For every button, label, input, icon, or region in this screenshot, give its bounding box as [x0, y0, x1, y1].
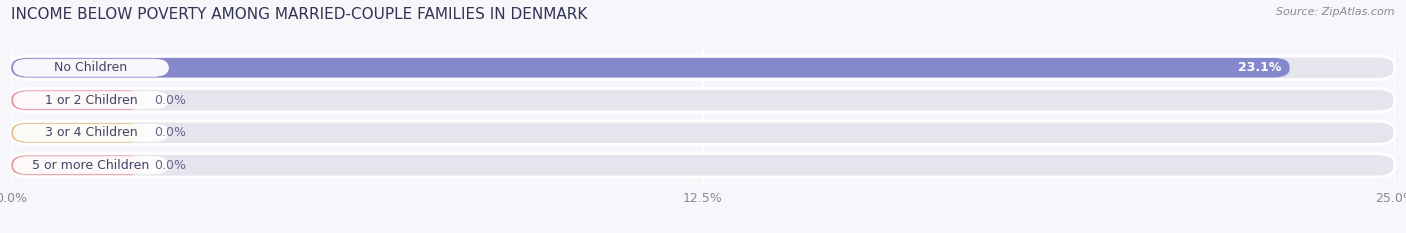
Text: 0.0%: 0.0%	[155, 94, 186, 107]
FancyBboxPatch shape	[11, 89, 1395, 112]
Text: 3 or 4 Children: 3 or 4 Children	[45, 126, 138, 139]
Text: 0.0%: 0.0%	[155, 126, 186, 139]
FancyBboxPatch shape	[14, 59, 169, 76]
Text: 1 or 2 Children: 1 or 2 Children	[45, 94, 138, 107]
FancyBboxPatch shape	[11, 58, 1289, 78]
FancyBboxPatch shape	[14, 157, 169, 174]
Text: Source: ZipAtlas.com: Source: ZipAtlas.com	[1277, 7, 1395, 17]
Text: INCOME BELOW POVERTY AMONG MARRIED-COUPLE FAMILIES IN DENMARK: INCOME BELOW POVERTY AMONG MARRIED-COUPL…	[11, 7, 588, 22]
Text: 5 or more Children: 5 or more Children	[32, 159, 149, 172]
FancyBboxPatch shape	[14, 124, 169, 141]
FancyBboxPatch shape	[11, 123, 143, 143]
FancyBboxPatch shape	[11, 154, 1395, 177]
Text: No Children: No Children	[55, 61, 128, 74]
FancyBboxPatch shape	[11, 121, 1395, 144]
FancyBboxPatch shape	[11, 90, 143, 110]
FancyBboxPatch shape	[11, 155, 143, 175]
FancyBboxPatch shape	[14, 92, 169, 109]
Text: 23.1%: 23.1%	[1237, 61, 1281, 74]
FancyBboxPatch shape	[11, 56, 1395, 79]
Text: 0.0%: 0.0%	[155, 159, 186, 172]
